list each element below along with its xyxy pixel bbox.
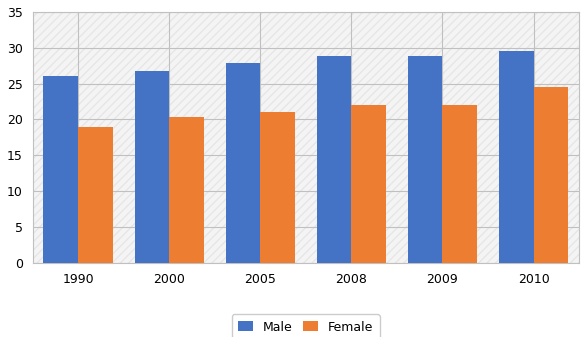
Legend: Male, Female: Male, Female bbox=[232, 314, 380, 337]
Bar bbox=[33, 12, 579, 263]
Bar bbox=[260, 112, 295, 263]
Bar bbox=[408, 56, 442, 263]
Bar bbox=[135, 71, 169, 263]
Bar bbox=[442, 105, 477, 263]
Bar bbox=[43, 76, 78, 263]
Bar bbox=[78, 127, 113, 263]
Bar bbox=[533, 87, 568, 263]
Bar bbox=[33, 12, 579, 263]
Bar bbox=[352, 105, 386, 263]
Bar bbox=[226, 63, 260, 263]
Bar bbox=[316, 56, 352, 263]
Bar bbox=[499, 51, 533, 263]
Bar bbox=[169, 117, 204, 263]
